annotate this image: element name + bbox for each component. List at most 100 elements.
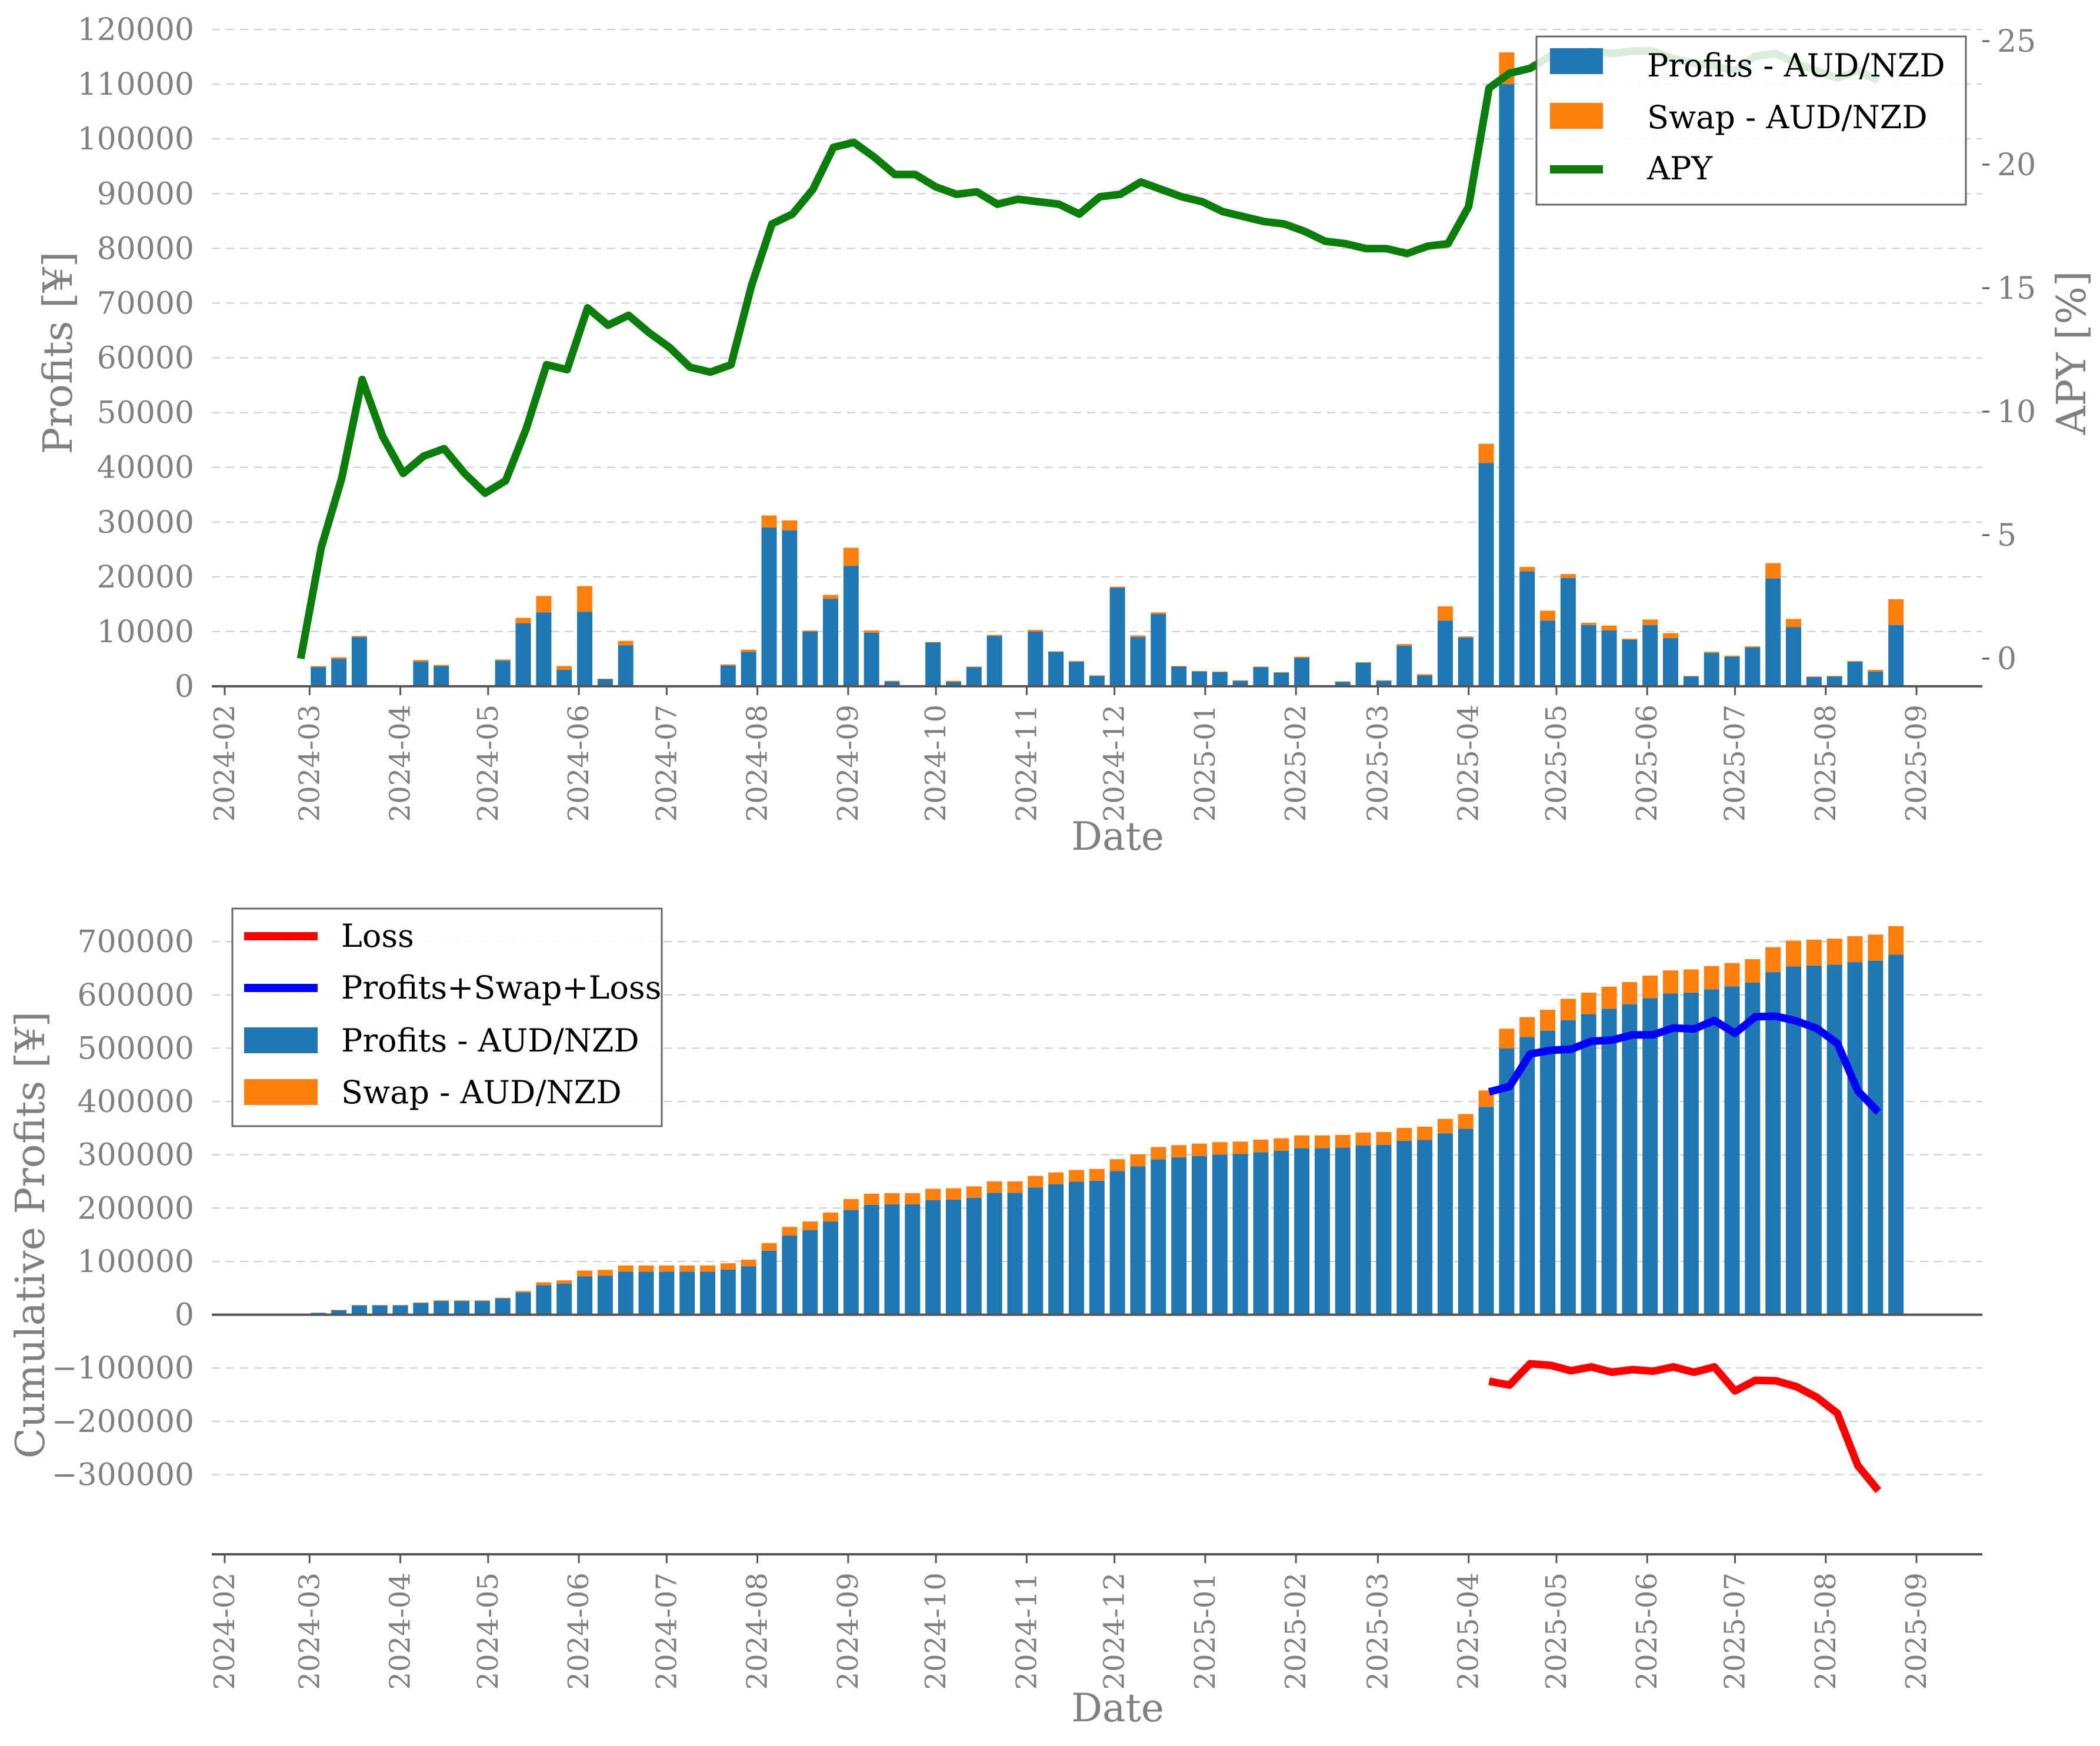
bottom-bar-profits [1499,1048,1515,1315]
bottom-bar-profits [1622,1004,1638,1315]
bottom-bar-profits [1130,1166,1146,1315]
bottom-bar-profits [454,1301,470,1315]
bottom-bar-swap [1130,1154,1146,1167]
top-bar-profits [1786,627,1802,686]
top-bar-profits [1028,631,1044,686]
top-x-tick-label: 2024-10 [919,705,952,822]
top-bar-profits [1458,637,1474,686]
top-bar-swap [618,640,634,646]
bottom-cumulative-profits-chart: −300000 −200000 −100000 0 100000 200000 300000… [8,907,1982,1731]
top-bar-swap [1601,625,1617,631]
bottom-bar-swap [1458,1114,1474,1129]
top-bar-swap [864,630,879,633]
bottom-bar-swap [1826,939,1842,965]
top-bar-profits [577,612,593,686]
bottom-bar-profits [843,1210,859,1315]
top-weekly-profits-chart: 0 10000 20000 30000 40000 50000 60000 70000 8000… [35,12,2095,859]
top-y-tick-label: 60000 [97,341,194,376]
top-legend-swatch-profits [1550,48,1603,74]
bottom-bar-profits [1826,964,1842,1315]
top-bar-swap [782,520,798,530]
bottom-bar-profits [1048,1184,1064,1315]
bottom-bar-swap [905,1193,921,1204]
top-bar-profits [351,637,367,686]
top-x-tick-label: 2025-09 [1900,705,1933,822]
top-bar-swap [577,586,593,612]
top-bar-swap [741,649,756,652]
top-bar-swap [1376,680,1392,681]
top-y-tick-label: 90000 [97,176,194,212]
bottom-bar-profits [1581,1014,1596,1315]
bottom-bar-swap [925,1189,941,1200]
top-bar-swap [1068,661,1084,662]
bottom-lines [1488,1012,1882,1493]
top-bar-swap [1745,646,1761,647]
bottom-x-axis-title: Date [1071,1685,1164,1731]
bottom-x-tick-label: 2025-02 [1279,1573,1312,1690]
top-y2-tick-label: 20 [1997,148,2036,183]
top-bar-swap [1355,662,1371,663]
bottom-y-tick-label: −200000 [52,1404,194,1440]
top-bar-profits [1089,676,1105,686]
bottom-bar-swap [720,1263,736,1270]
bottom-bar-swap [822,1212,838,1222]
top-x-tick-label: 2025-05 [1540,705,1573,822]
top-bar-profits [884,681,900,686]
bottom-x-tick-label: 2025-07 [1719,1573,1752,1690]
top-x-tick-label: 2024-03 [293,705,326,822]
bottom-bar-swap [1089,1169,1105,1181]
top-bar-profits [1745,647,1761,686]
bottom-bar-swap [1806,939,1822,966]
top-bar-swap [1151,612,1166,615]
bottom-bar-profits [1724,986,1740,1315]
top-legend-label-profits: Profits - AUD/NZD [1647,47,1945,84]
bottom-net-series [1488,1012,1881,1115]
top-bar-profits [331,659,347,686]
bottom-bar-swap [1253,1139,1269,1153]
bottom-bar-swap [1396,1127,1412,1141]
bottom-x-tick-label: 2024-04 [384,1573,417,1690]
bottom-bar-swap [884,1193,900,1204]
bottom-y-tick-label: 100000 [77,1244,194,1280]
bottom-bar-swap [659,1265,675,1272]
bottom-x-tick-label: 2024-12 [1098,1573,1131,1690]
bottom-bar-swap [1109,1159,1125,1171]
bottom-bar-swap [966,1186,982,1198]
bottom-bar-profits [1335,1147,1351,1315]
top-bar-swap [843,547,859,566]
bottom-bar-profits [986,1193,1002,1315]
top-bar-profits [1396,646,1412,686]
bottom-bar-swap [372,1305,388,1306]
bottom-x-tick-label: 2024-05 [472,1573,505,1690]
top-bar-swap [1540,610,1556,621]
top-x-tick-label: 2024-04 [384,705,417,822]
bottom-bar-profits [1089,1180,1105,1315]
bottom-y-tick-label: 300000 [77,1138,194,1173]
bottom-bar-profits [884,1204,900,1315]
top-bar-swap [536,596,552,613]
top-y2-tick-label: 25 [1997,24,2036,59]
top-bar-profits [1376,680,1392,686]
top-bar-swap [495,659,511,661]
bottom-bar-swap [1212,1142,1228,1155]
top-bar-profits [413,662,429,686]
top-x-ticks: 2024-02 2024-03 2024-04 2024-05 2024-06 2024-… [208,686,1933,822]
bottom-bar-profits [1806,965,1822,1315]
bottom-loss-series [1488,1360,1882,1493]
bottom-x-tick-label: 2024-08 [741,1573,774,1690]
top-bar-swap [802,630,818,632]
top-bar-profits [925,642,941,686]
top-y-tick-label: 100000 [77,122,194,157]
top-x-tick-label: 2024-11 [1010,705,1043,822]
top-bar-profits [1868,671,1884,686]
bottom-bar-profits [802,1230,818,1315]
top-bar-swap [1028,630,1044,632]
bottom-bar-swap [1499,1029,1515,1049]
bottom-bar-swap [1171,1145,1187,1158]
top-bar-swap [1868,670,1884,672]
bottom-bar-profits [597,1276,613,1315]
top-bar-swap [1191,670,1207,672]
bottom-bar-swap [1560,999,1576,1020]
top-bar-swap [945,680,961,682]
